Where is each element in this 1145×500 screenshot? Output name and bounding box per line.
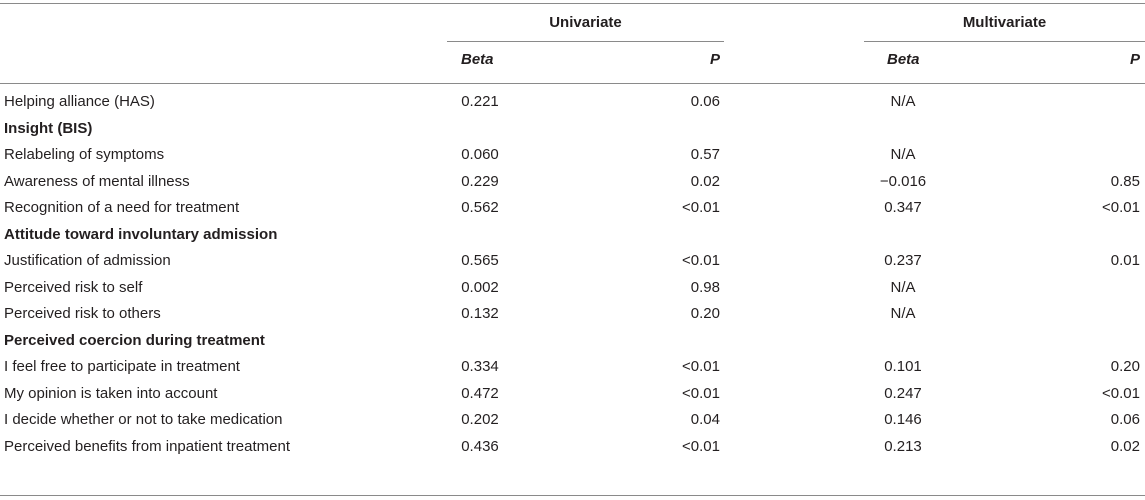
row-label: Perceived risk to self xyxy=(4,279,143,296)
multivariate-p: 0.06 xyxy=(1110,411,1140,428)
multivariate-beta: 0.101 xyxy=(884,358,922,375)
multivariate-p-header: P xyxy=(1129,51,1140,68)
univariate-p: 0.57 xyxy=(690,146,720,163)
row-label: Justification of admission xyxy=(4,252,171,269)
univariate-beta: 0.002 xyxy=(461,279,499,296)
row-label: I decide whether or not to take medicati… xyxy=(4,411,283,428)
univariate-p: <0.01 xyxy=(682,199,720,216)
row-label: Insight (BIS) xyxy=(4,120,93,137)
row-label: Attitude toward involuntary admission xyxy=(4,226,278,243)
univariate-beta: 0.229 xyxy=(461,173,499,190)
univariate-p: 0.98 xyxy=(690,279,720,296)
multivariate-beta: 0.247 xyxy=(884,385,922,402)
univariate-beta: 0.565 xyxy=(461,252,499,269)
row-label: Recognition of a need for treatment xyxy=(4,199,240,216)
multivariate-beta: N/A xyxy=(890,305,916,322)
univariate-p: <0.01 xyxy=(682,438,720,455)
multivariate-p: <0.01 xyxy=(1102,385,1140,402)
multivariate-p: 0.01 xyxy=(1110,252,1140,269)
row-label: Perceived coercion during treatment xyxy=(4,332,265,349)
multivariate-beta: N/A xyxy=(890,93,916,110)
multivariate-beta: 0.146 xyxy=(884,411,922,428)
univariate-beta: 0.436 xyxy=(461,438,499,455)
row-label: Perceived benefits from inpatient treatm… xyxy=(4,438,290,455)
univariate-beta: 0.221 xyxy=(461,93,499,110)
multivariate-p: 0.20 xyxy=(1110,358,1140,375)
multivariate-p: 0.85 xyxy=(1110,173,1140,190)
multivariate-group-header: Multivariate xyxy=(962,14,1047,31)
row-label: I feel free to participate in treatment xyxy=(4,358,240,375)
univariate-p: 0.02 xyxy=(690,173,720,190)
univariate-beta: 0.562 xyxy=(461,199,499,216)
row-label: Perceived risk to others xyxy=(4,305,161,322)
multivariate-p: 0.02 xyxy=(1110,438,1140,455)
univariate-beta: 0.472 xyxy=(461,385,499,402)
univariate-p-header: P xyxy=(709,51,720,68)
univariate-p: <0.01 xyxy=(682,252,720,269)
univariate-group-header: Univariate xyxy=(549,14,622,31)
row-label: Relabeling of symptoms xyxy=(4,146,165,163)
multivariate-beta: N/A xyxy=(890,279,916,296)
multivariate-beta: 0.237 xyxy=(884,252,922,269)
multivariate-beta: 0.347 xyxy=(884,199,922,216)
univariate-beta-header: Beta xyxy=(461,51,494,68)
row-label: Helping alliance (HAS) xyxy=(4,93,155,110)
multivariate-group-rule xyxy=(864,41,1145,42)
univariate-p: <0.01 xyxy=(682,385,720,402)
multivariate-beta: −0.016 xyxy=(879,173,927,190)
multivariate-beta: N/A xyxy=(890,146,916,163)
univariate-beta: 0.132 xyxy=(461,305,499,322)
univariate-p: 0.04 xyxy=(690,411,720,428)
table-bottom-rule xyxy=(0,495,1145,496)
univariate-p: <0.01 xyxy=(682,358,720,375)
univariate-group-rule xyxy=(447,41,724,42)
header-bottom-rule xyxy=(0,83,1145,84)
univariate-beta: 0.060 xyxy=(461,146,499,163)
univariate-beta: 0.334 xyxy=(461,358,499,375)
univariate-p: 0.06 xyxy=(690,93,720,110)
multivariate-p: <0.01 xyxy=(1102,199,1140,216)
univariate-p: 0.20 xyxy=(690,305,720,322)
row-label: Awareness of mental illness xyxy=(4,173,190,190)
multivariate-beta: 0.213 xyxy=(884,438,922,455)
multivariate-beta-header: Beta xyxy=(887,51,920,68)
row-label: My opinion is taken into account xyxy=(4,385,218,402)
table-top-rule xyxy=(0,3,1145,4)
univariate-beta: 0.202 xyxy=(461,411,499,428)
